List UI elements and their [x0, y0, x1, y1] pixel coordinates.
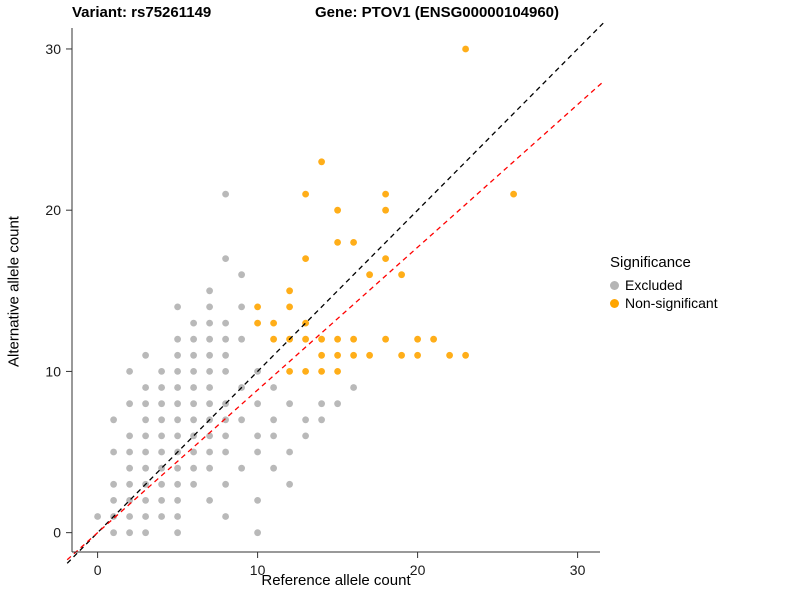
- svg-text:20: 20: [45, 202, 61, 218]
- legend: Significance Excluded Non-significant: [610, 254, 718, 313]
- svg-text:0: 0: [53, 525, 61, 541]
- axes-layer: 0 10 20 30 0 10 20 30: [45, 28, 600, 578]
- data-points-layer: [94, 45, 517, 537]
- legend-item-excluded: Excluded: [610, 277, 718, 293]
- svg-text:30: 30: [45, 41, 61, 57]
- non-significant-dot-icon: [610, 298, 619, 308]
- excluded-dot-icon: [610, 280, 619, 290]
- x-axis-title: Reference allele count: [261, 572, 411, 589]
- svg-text:30: 30: [570, 562, 586, 578]
- svg-text:0: 0: [94, 562, 102, 578]
- legend-label-excluded: Excluded: [625, 277, 683, 293]
- y-axis-title: Alternative allele count: [5, 216, 23, 367]
- gene-title: Gene: PTOV1 (ENSG00000104960): [315, 4, 560, 21]
- variant-title: Variant: rs75261149: [72, 4, 212, 21]
- svg-text:20: 20: [410, 562, 426, 578]
- plot-panel: 0 10 20 30 0 10 20 30: [45, 22, 604, 578]
- reference-lines-layer: [66, 22, 604, 564]
- legend-title: Significance: [610, 254, 691, 271]
- svg-text:10: 10: [45, 363, 61, 379]
- legend-item-non-significant: Non-significant: [610, 295, 718, 311]
- svg-text:10: 10: [250, 562, 266, 578]
- legend-label-non-significant: Non-significant: [625, 295, 718, 311]
